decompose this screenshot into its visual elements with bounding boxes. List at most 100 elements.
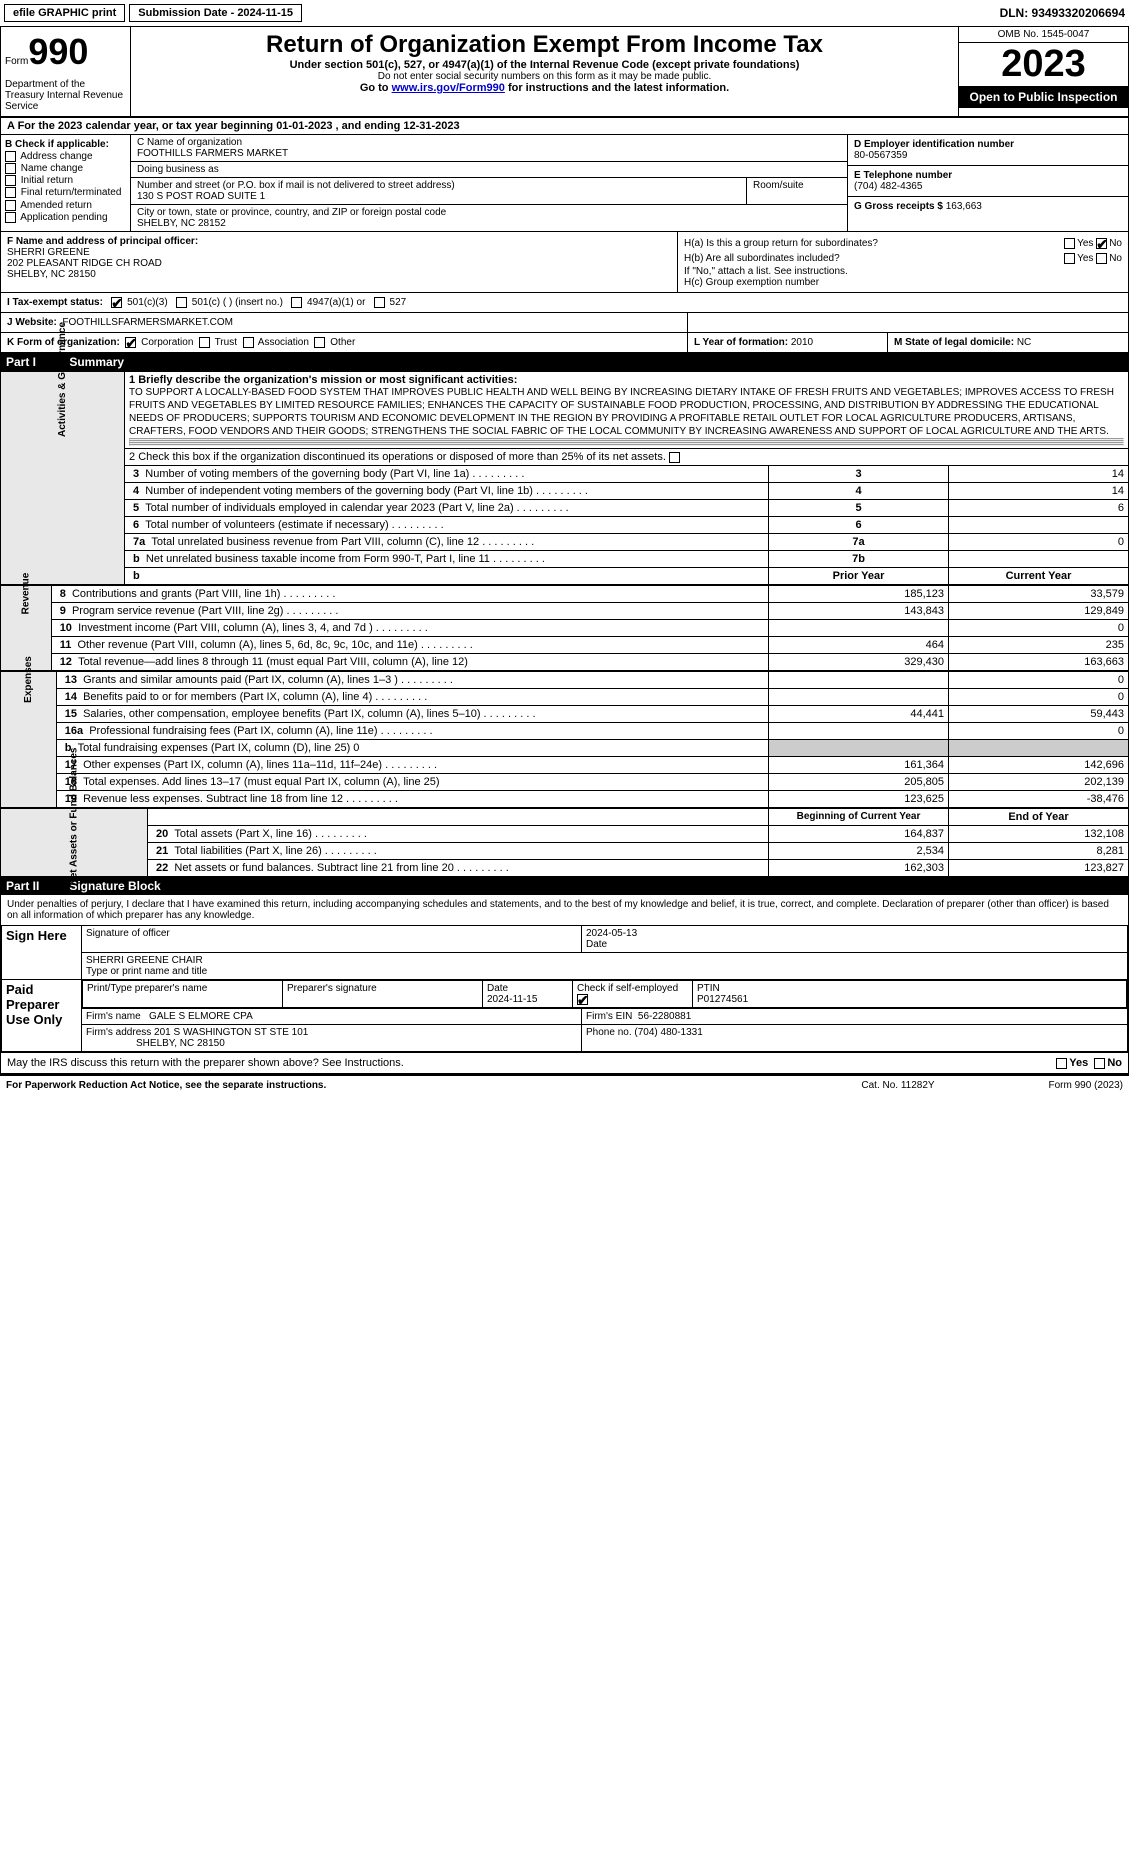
sign-here-label: Sign Here [2, 926, 82, 980]
dba-label: Doing business as [137, 164, 841, 175]
street-value: 130 S POST ROAD SUITE 1 [137, 191, 740, 202]
firm-phone-label: Phone no. [586, 1027, 632, 1038]
ha-row: H(a) Is this a group return for subordin… [684, 236, 1122, 251]
netassets-table: Net Assets or Fund Balances Beginning of… [0, 808, 1129, 877]
firm-addr2: SHELBY, NC 28150 [136, 1038, 225, 1049]
paid-preparer-label: Paid Preparer Use Only [2, 980, 82, 1052]
cb-name-change[interactable] [5, 163, 16, 174]
table-row: 5 Total number of individuals employed i… [1, 500, 1129, 517]
form-number: 990 [28, 31, 88, 72]
cb-501c[interactable] [176, 297, 187, 308]
expenses-table: Expenses 13 Grants and similar amounts p… [0, 671, 1129, 808]
form-header: Form990 Department of the Treasury Inter… [0, 26, 1129, 118]
domicile-label: M State of legal domicile: [894, 337, 1014, 348]
row-header: Net Assets or Fund Balances Beginning of… [1, 809, 1129, 826]
box-c: C Name of organization FOOTHILLS FARMERS… [131, 135, 848, 231]
ha-no[interactable] [1096, 238, 1107, 249]
officer-name: SHERRI GREENE [7, 247, 671, 258]
cb-self-employed[interactable] [577, 994, 588, 1005]
website-label: J Website: [7, 317, 57, 328]
section-klm: K Form of organization: Corporation Trus… [0, 333, 1129, 353]
hb-yes[interactable] [1064, 253, 1075, 264]
cb-other[interactable] [314, 337, 325, 348]
table-row: 9 Program service revenue (Part VIII, li… [1, 603, 1129, 620]
cb-527[interactable] [374, 297, 385, 308]
catalog-number: Cat. No. 11282Y [823, 1080, 973, 1091]
officer-addr1: 202 PLEASANT RIDGE CH ROAD [7, 258, 671, 269]
signature-block: Under penalties of perjury, I declare th… [0, 895, 1129, 1074]
preparer-sig-label: Preparer's signature [283, 981, 483, 1008]
website-value: FOOTHILLSFARMERSMARKET.COM [62, 317, 233, 328]
cb-trust[interactable] [199, 337, 210, 348]
section-a: A For the 2023 calendar year, or tax yea… [0, 118, 1129, 135]
table-row: 18 Total expenses. Add lines 13–17 (must… [1, 774, 1129, 791]
table-row: Revenue 8 Contributions and grants (Part… [1, 586, 1129, 603]
table-row: Expenses 13 Grants and similar amounts p… [1, 672, 1129, 689]
hb-note: If "No," attach a list. See instructions… [684, 266, 1122, 277]
table-row: 12 Total revenue—add lines 8 through 11 … [1, 654, 1129, 671]
phone-label: E Telephone number [854, 170, 1122, 181]
domicile-state: NC [1017, 337, 1031, 348]
governance-table: Activities & Governance 1 Briefly descri… [0, 371, 1129, 585]
ptin-value: P01274561 [697, 994, 1122, 1005]
section-j: J Website: FOOTHILLSFARMERSMARKET.COM [0, 313, 1129, 333]
hc-label: H(c) Group exemption number [684, 277, 1122, 288]
discuss-no[interactable] [1094, 1058, 1105, 1069]
ein-label: D Employer identification number [854, 139, 1122, 150]
officer-label: F Name and address of principal officer: [7, 236, 671, 247]
self-employed: Check if self-employed [573, 981, 693, 1008]
efile-badge: efile GRAPHIC print [4, 4, 125, 22]
cb-501c3[interactable] [111, 297, 122, 308]
revenue-table: Revenue 8 Contributions and grants (Part… [0, 585, 1129, 671]
cb-application-pending[interactable] [5, 212, 16, 223]
mission-label: 1 Briefly describe the organization's mi… [129, 374, 1124, 386]
part2-header: Part II Signature Block [0, 877, 1129, 895]
box-degh: D Employer identification number 80-0567… [848, 135, 1128, 231]
firm-addr-label: Firm's address [86, 1027, 151, 1038]
table-row: 17 Other expenses (Part IX, column (A), … [1, 757, 1129, 774]
discuss-line: May the IRS discuss this return with the… [1, 1052, 1128, 1073]
prep-date: 2024-11-15 [487, 994, 568, 1005]
table-row: 16a Professional fundraising fees (Part … [1, 723, 1129, 740]
table-row: 11 Other revenue (Part VIII, column (A),… [1, 637, 1129, 654]
cb-final-return[interactable] [5, 187, 16, 198]
city-value: SHELBY, NC 28152 [137, 218, 841, 229]
page-footer: For Paperwork Reduction Act Notice, see … [0, 1074, 1129, 1095]
table-row: 6 Total number of volunteers (estimate i… [1, 517, 1129, 534]
row-header: bPrior YearCurrent Year [1, 568, 1129, 585]
formation-label: L Year of formation: [694, 337, 788, 348]
irs-link[interactable]: www.irs.gov/Form990 [392, 82, 505, 94]
room-label: Room/suite [747, 178, 847, 204]
typed-label: Type or print name and title [86, 966, 1123, 977]
table-row: 20 Total assets (Part X, line 16)164,837… [1, 826, 1129, 843]
gross-receipts-label: G Gross receipts $ [854, 201, 943, 212]
cb-address-change[interactable] [5, 151, 16, 162]
firm-phone: (704) 480-1331 [634, 1027, 702, 1038]
cb-initial-return[interactable] [5, 175, 16, 186]
firm-addr1: 201 S WASHINGTON ST STE 101 [154, 1027, 308, 1038]
cb-association[interactable] [243, 337, 254, 348]
section-fh: F Name and address of principal officer:… [0, 232, 1129, 293]
table-row: b Net unrelated business taxable income … [1, 551, 1129, 568]
sidetab-governance: Activities & Governance [1, 372, 125, 585]
tax-year: 2023 [959, 43, 1128, 86]
cb-discontinued[interactable] [669, 452, 680, 463]
firm-name: GALE S ELMORE CPA [149, 1011, 253, 1022]
cb-4947[interactable] [291, 297, 302, 308]
discuss-yes[interactable] [1056, 1058, 1067, 1069]
city-label: City or town, state or province, country… [137, 207, 841, 218]
officer-sig-label: Signature of officer [82, 926, 582, 953]
submission-date: Submission Date - 2024-11-15 [129, 4, 302, 22]
firm-ein: 56-2280881 [638, 1011, 691, 1022]
omb-number: OMB No. 1545-0047 [959, 27, 1128, 43]
table-row: 10 Investment income (Part VIII, column … [1, 620, 1129, 637]
ha-yes[interactable] [1064, 238, 1075, 249]
cb-amended-return[interactable] [5, 200, 16, 211]
cb-corporation[interactable] [125, 337, 136, 348]
topbar: efile GRAPHIC print Submission Date - 20… [0, 0, 1129, 26]
table-row: 21 Total liabilities (Part X, line 26)2,… [1, 843, 1129, 860]
dln: DLN: 93493320206694 [1000, 6, 1125, 20]
hb-no[interactable] [1096, 253, 1107, 264]
table-row: 3 Number of voting members of the govern… [1, 466, 1129, 483]
box-b: B Check if applicable: Address change Na… [1, 135, 131, 231]
